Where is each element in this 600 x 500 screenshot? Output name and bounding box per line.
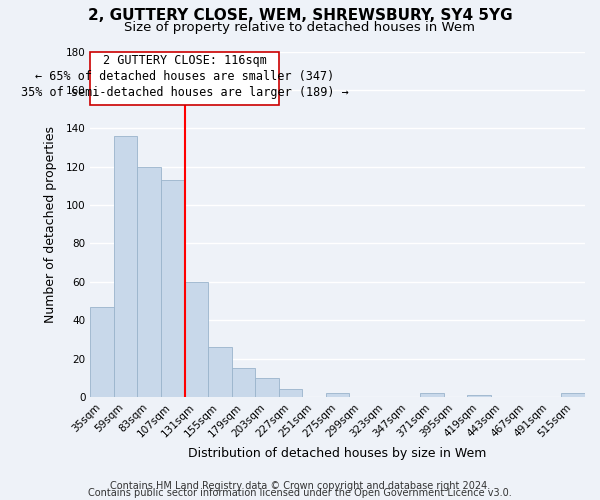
X-axis label: Distribution of detached houses by size in Wem: Distribution of detached houses by size …: [188, 447, 487, 460]
Bar: [255, 378, 279, 397]
Bar: [232, 368, 255, 397]
Text: 2 GUTTERY CLOSE: 116sqm: 2 GUTTERY CLOSE: 116sqm: [103, 54, 266, 68]
Bar: [114, 136, 137, 397]
Bar: [161, 180, 185, 397]
FancyBboxPatch shape: [91, 52, 279, 105]
Bar: [185, 282, 208, 397]
Bar: [208, 347, 232, 397]
Text: Size of property relative to detached houses in Wem: Size of property relative to detached ho…: [125, 21, 476, 34]
Bar: [420, 393, 443, 397]
Bar: [137, 166, 161, 397]
Text: ← 65% of detached houses are smaller (347): ← 65% of detached houses are smaller (34…: [35, 70, 334, 82]
Text: Contains HM Land Registry data © Crown copyright and database right 2024.: Contains HM Land Registry data © Crown c…: [110, 481, 490, 491]
Bar: [562, 393, 585, 397]
Bar: [279, 390, 302, 397]
Bar: [91, 306, 114, 397]
Text: Contains public sector information licensed under the Open Government Licence v3: Contains public sector information licen…: [88, 488, 512, 498]
Y-axis label: Number of detached properties: Number of detached properties: [44, 126, 58, 322]
Text: 35% of semi-detached houses are larger (189) →: 35% of semi-detached houses are larger (…: [20, 86, 349, 99]
Bar: [467, 395, 491, 397]
Bar: [326, 393, 349, 397]
Text: 2, GUTTERY CLOSE, WEM, SHREWSBURY, SY4 5YG: 2, GUTTERY CLOSE, WEM, SHREWSBURY, SY4 5…: [88, 8, 512, 22]
